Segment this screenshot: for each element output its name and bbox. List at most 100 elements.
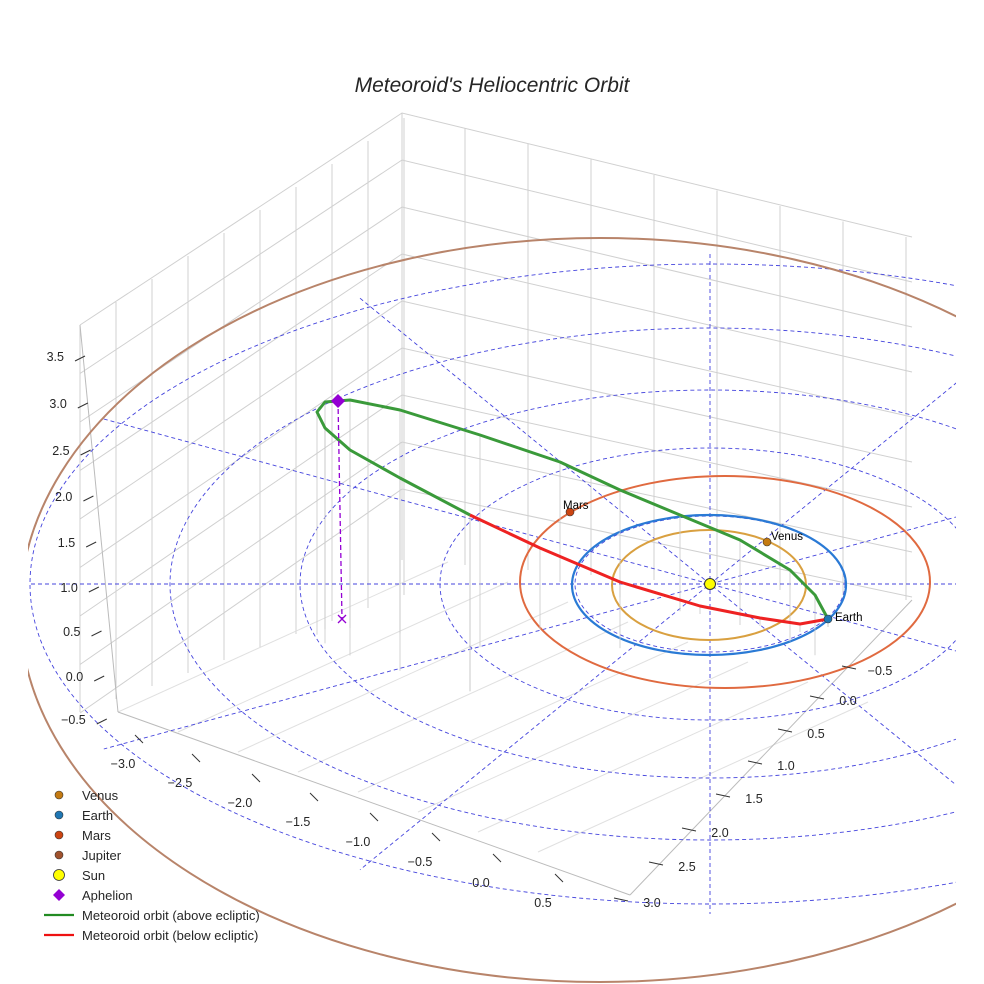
grid-line xyxy=(79,159,913,374)
aphelion-drop-line xyxy=(337,400,343,620)
x-tick xyxy=(134,734,144,744)
y-tick xyxy=(648,861,664,866)
z-tick xyxy=(85,541,97,548)
z-tick xyxy=(80,449,91,456)
grid-line xyxy=(79,112,913,326)
legend-label: Meteoroid orbit (above ecliptic) xyxy=(82,907,260,923)
z-tick-label: 1.5 xyxy=(58,536,75,550)
y-tick xyxy=(681,827,697,832)
x-tick xyxy=(554,873,564,883)
x-tick xyxy=(251,773,261,783)
x-tick xyxy=(492,853,502,863)
floor-grid-line xyxy=(237,601,569,753)
y-tick-label: 0.0 xyxy=(839,694,856,708)
venus-marker xyxy=(762,537,772,547)
earth-orbit xyxy=(570,513,848,657)
z-tick xyxy=(93,675,105,682)
z-tick-label: −0.5 xyxy=(61,713,86,727)
legend-entry: Mars xyxy=(36,825,260,845)
x-tick-label: −1.0 xyxy=(346,835,371,849)
earth-label: Earth xyxy=(835,612,863,624)
x-tick-label: −1.5 xyxy=(286,815,311,829)
z-tick xyxy=(96,718,108,725)
meteoroid-orbit-above xyxy=(315,398,830,620)
z-tick xyxy=(88,586,100,593)
legend-entry: Meteoroid orbit (above ecliptic) xyxy=(36,905,260,925)
legend-entry: Jupiter xyxy=(36,845,260,865)
legend-label: Venus xyxy=(82,787,119,803)
floor-grid-line xyxy=(357,641,689,793)
legend-marker-icon xyxy=(36,829,82,841)
x-tick xyxy=(191,753,201,763)
y-tick-label: 2.0 xyxy=(711,826,728,840)
grid-line xyxy=(79,300,913,520)
legend-marker-icon xyxy=(36,789,82,801)
floor-grid-line xyxy=(477,681,809,833)
jupiter-orbit xyxy=(28,237,956,983)
x-tick-label: −2.0 xyxy=(228,796,253,810)
x-tick xyxy=(309,792,319,802)
z-tick-label: 3.5 xyxy=(47,350,64,364)
legend-label: Jupiter xyxy=(82,847,122,863)
legend-label: Sun xyxy=(82,867,106,883)
legend-label: Aphelion xyxy=(82,887,133,903)
mars-orbit xyxy=(519,475,931,689)
grid-line xyxy=(79,206,913,423)
legend-entry: Earth xyxy=(36,805,260,825)
grid-line xyxy=(79,488,913,714)
x-tick-label: 0.5 xyxy=(534,896,551,910)
legend-label: Earth xyxy=(82,807,114,823)
z-tick xyxy=(83,495,94,502)
axis-z-line xyxy=(79,324,119,713)
y-tick xyxy=(809,695,825,700)
floor-grid-line xyxy=(117,561,449,713)
grid-line xyxy=(79,253,913,471)
x-tick xyxy=(369,812,379,822)
earth-marker xyxy=(823,614,833,624)
x-tick-label: −0.5 xyxy=(408,855,433,869)
legend-label: Meteoroid orbit (below ecliptic) xyxy=(82,927,259,943)
legend-marker-icon xyxy=(36,932,82,938)
z-tick xyxy=(74,355,86,362)
y-tick-label: 1.5 xyxy=(745,792,762,806)
y-tick-label: 1.0 xyxy=(777,759,794,773)
y-tick xyxy=(747,760,763,765)
z-tick xyxy=(91,630,102,637)
legend: Venus Earth Mars Jupiter Sun Aphelion Meteoroi… xyxy=(36,785,260,945)
legend-marker-icon xyxy=(36,912,82,918)
z-tick-label: 1.0 xyxy=(60,581,77,595)
y-tick xyxy=(841,665,857,670)
plot-area: Venus Earth Mars 3.5 3.0 2.5 2.0 1.5 1.0 0.5 0.0 −0… xyxy=(28,112,956,983)
aphelion-marker xyxy=(331,394,345,408)
floor-grid-line xyxy=(417,661,749,813)
z-tick-label: 0.0 xyxy=(66,670,83,684)
grid-line xyxy=(79,347,913,568)
grid-line xyxy=(79,441,913,665)
grid-line xyxy=(79,394,913,617)
venus-label: Venus xyxy=(771,531,803,543)
y-tick xyxy=(777,728,793,733)
meteoroid-orbit-below xyxy=(469,513,829,626)
axis-x-line xyxy=(117,711,631,896)
y-tick xyxy=(613,897,629,902)
legend-entry: Sun xyxy=(36,865,260,885)
aphelion-projection-marker xyxy=(337,614,347,624)
mars-marker xyxy=(565,507,575,517)
y-tick-label: 0.5 xyxy=(807,727,824,741)
x-tick-label: −3.0 xyxy=(111,757,136,771)
legend-label: Mars xyxy=(82,827,111,843)
sun-marker xyxy=(704,578,716,590)
x-tick-label: −2.5 xyxy=(168,776,193,790)
legend-marker-icon xyxy=(36,888,82,902)
legend-marker-icon xyxy=(36,849,82,861)
x-tick-label: 0.0 xyxy=(472,876,489,890)
mars-label: Mars xyxy=(563,500,589,512)
y-tick xyxy=(715,793,731,798)
z-tick-label: 3.0 xyxy=(49,397,66,411)
legend-marker-icon xyxy=(36,868,82,882)
floor-grid-line xyxy=(177,581,509,733)
legend-entry: Meteoroid orbit (below ecliptic) xyxy=(36,925,260,945)
z-tick xyxy=(77,402,89,409)
y-tick-label: −0.5 xyxy=(868,664,893,678)
